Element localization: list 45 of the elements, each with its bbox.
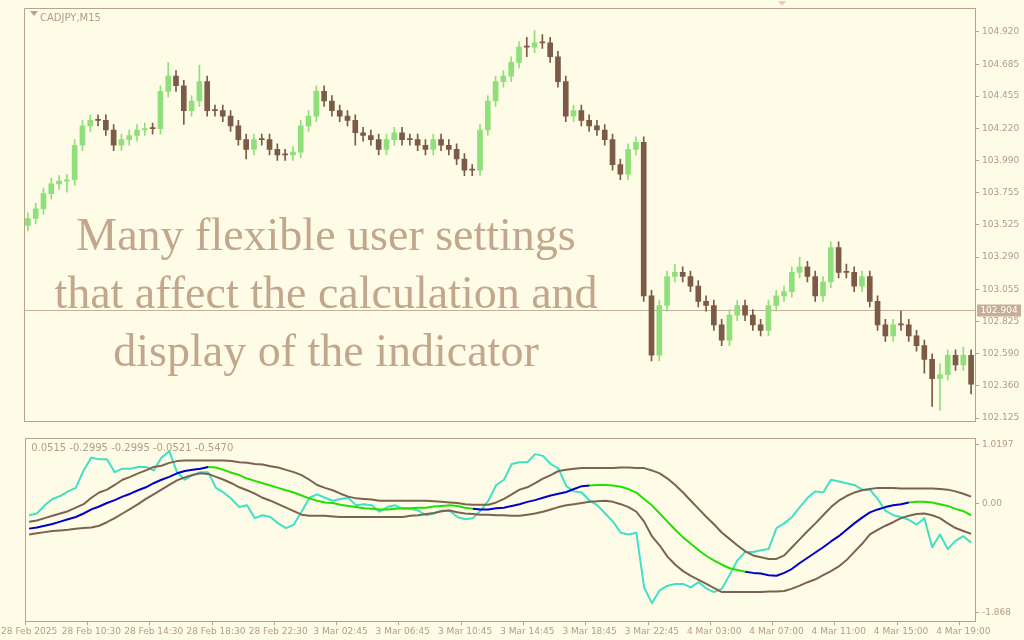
x-tick-label: 28 Feb 22:30: [248, 625, 309, 636]
y-tick-label: 102.125: [982, 412, 1020, 423]
candlestick: [56, 175, 62, 190]
chart-title: 0.0515 -0.2995 -0.2995 -0.0521 -0.5470: [31, 441, 234, 453]
y-tick-label: 104.220: [982, 122, 1020, 133]
candlestick: [290, 146, 296, 161]
x-tick-label: 28 Feb 10:30: [61, 625, 122, 636]
candlestick: [258, 133, 265, 146]
y-tick-label: 103.525: [982, 219, 1020, 230]
x-tick-label: 3 Mar 02:45: [313, 625, 368, 636]
y-tick-label: 104.455: [982, 90, 1020, 101]
x-tick-label: 28 Feb 2025: [1, 625, 58, 636]
x-tick-label: 3 Mar 18:45: [562, 625, 617, 636]
x-tick-label: 3 Mar 22:45: [624, 625, 680, 636]
y-tick-label: -1.868: [982, 606, 1012, 617]
y-tick-label: 1.0197: [982, 438, 1014, 449]
x-tick-label: 28 Feb 14:30: [124, 625, 184, 636]
x-tick-label: 3 Mar 06:45: [375, 625, 430, 636]
y-tick-label: 102.590: [982, 348, 1020, 359]
candlestick: [95, 114, 101, 127]
x-tick-label: 4 Mar 11:00: [811, 625, 867, 636]
candlestick: [407, 133, 413, 146]
x-tick-label: 3 Mar 14:45: [500, 625, 555, 636]
candlestick: [141, 122, 148, 136]
ref-line-label: 102.904: [980, 304, 1018, 315]
candlestick: [937, 363, 943, 411]
x-tick-label: 4 Mar 07:00: [749, 625, 804, 636]
y-tick-label: 104.685: [982, 58, 1020, 69]
y-tick-label: 104.920: [982, 26, 1020, 37]
y-tick-label: 103.990: [982, 154, 1020, 165]
x-tick-label: 4 Mar 03:00: [687, 625, 742, 636]
x-tick-label: 4 Mar 15:00: [873, 625, 929, 636]
annotation: Many flexible user settings that affect the calculation and display of the indicator: [54, 209, 598, 377]
chart-title: CADJPY,M15: [40, 11, 101, 23]
y-tick-label: 103.290: [982, 251, 1020, 262]
y-tick-label: 103.055: [982, 283, 1020, 294]
candlestick: [64, 173, 70, 193]
x-tick-label: 3 Mar 10:45: [437, 625, 493, 636]
x-tick-label: 4 Mar 19:00: [936, 625, 991, 636]
y-tick-label: 103.755: [982, 187, 1020, 198]
candlestick: [212, 104, 218, 117]
y-tick-label: 102.360: [982, 380, 1020, 391]
x-tick-label: 28 Feb 18:30: [186, 625, 246, 636]
y-tick-label: 102.825: [982, 315, 1020, 326]
y-tick-label: 0.00: [982, 497, 1003, 508]
